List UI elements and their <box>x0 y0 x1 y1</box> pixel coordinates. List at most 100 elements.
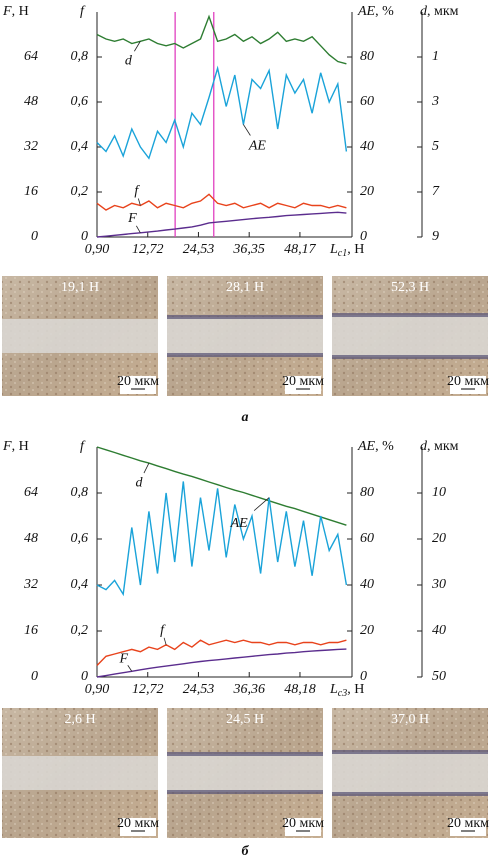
scratch-track <box>2 756 158 790</box>
label-leader <box>134 41 141 52</box>
axis-unit: , мкм <box>427 4 459 19</box>
track-edge <box>167 752 323 756</box>
x-tick-label: 48,18 <box>284 682 316 697</box>
y-tick-label: 0,6 <box>71 94 89 109</box>
scale-label: 20 мкм <box>282 816 324 831</box>
series-line <box>96 193 347 211</box>
scale-box <box>120 376 156 394</box>
scratch-track <box>167 754 323 792</box>
label-leader <box>136 225 141 233</box>
y-tick-label: 40 <box>432 623 446 638</box>
y-tick-label: 5 <box>432 139 439 154</box>
y-tick-label: 9 <box>432 229 439 244</box>
series-label: F <box>118 651 128 666</box>
y-tick-label: 0,4 <box>71 577 89 592</box>
x-tick-label: 36,36 <box>232 682 265 697</box>
series-label: F <box>127 211 137 226</box>
y-tick-label: 0,4 <box>71 139 89 154</box>
y-tick-label: 0,6 <box>71 531 89 546</box>
axis-unit: , Н <box>12 439 29 454</box>
axis-symbol: L <box>329 242 338 257</box>
track-edge <box>332 750 488 754</box>
y-tick-label: 0 <box>360 229 367 244</box>
label-leader <box>137 198 141 206</box>
track-edge <box>167 790 323 794</box>
y-tick-label: 0 <box>360 669 367 684</box>
series-label: AE <box>248 139 267 154</box>
y-tick-label: 20 <box>432 531 446 546</box>
axis-title: d, мкм <box>420 439 459 454</box>
axis-symbol: AE <box>357 4 376 19</box>
series-label: f <box>160 623 166 638</box>
track-edge <box>332 313 488 317</box>
axis-title: f <box>80 4 86 19</box>
track-edge <box>167 315 323 319</box>
y-tick-label: 32 <box>23 139 38 154</box>
y-tick-label: 32 <box>23 577 38 592</box>
y-tick-label: 60 <box>360 94 374 109</box>
y-tick-label: 40 <box>360 139 374 154</box>
axis-unit: , Н <box>347 682 364 697</box>
scratch-track <box>2 319 158 353</box>
panel-label: б <box>242 844 250 859</box>
y-tick-label: 0 <box>81 229 88 244</box>
axis-unit: , мкм <box>427 439 459 454</box>
axis-title: Lc1, Н <box>329 242 364 259</box>
axis-symbol: f <box>80 439 86 454</box>
series-label: f <box>134 184 140 199</box>
axis-title: Lc3, Н <box>329 682 364 699</box>
x-tick-label: 0,90 <box>85 242 110 257</box>
y-tick-label: 16 <box>24 184 38 199</box>
y-tick-label: 40 <box>360 577 374 592</box>
label-leader <box>253 497 270 511</box>
micrograph-caption: 24,5 Н <box>226 712 264 727</box>
scale-box <box>450 376 486 394</box>
y-tick-label: 0,2 <box>71 184 89 199</box>
y-tick-label: 0 <box>31 669 38 684</box>
axis-symbol: f <box>80 4 86 19</box>
x-tick-label: 12,72 <box>132 682 164 697</box>
x-tick-label: 48,17 <box>284 242 317 257</box>
axis-title: d, мкм <box>420 4 459 19</box>
micrograph-caption: 19,1 Н <box>61 280 99 295</box>
micrograph-caption: 37,0 Н <box>391 712 429 727</box>
axis-unit: , Н <box>12 4 29 19</box>
axis-title: F, Н <box>2 439 29 454</box>
y-tick-label: 0,8 <box>71 49 89 64</box>
y-tick-label: 50 <box>432 669 446 684</box>
y-tick-label: 16 <box>24 623 38 638</box>
scale-box <box>285 376 321 394</box>
series-line <box>96 481 348 597</box>
micrograph-caption: 28,1 Н <box>226 280 264 295</box>
y-tick-label: 0 <box>81 669 88 684</box>
track-edge <box>167 353 323 357</box>
axis-title: AE, % <box>357 439 394 454</box>
y-tick-label: 0,2 <box>71 623 89 638</box>
scale-box <box>285 818 321 836</box>
series-line <box>96 446 347 526</box>
y-tick-label: 0 <box>31 229 38 244</box>
micrograph: 19,1 Н 20 мкм <box>2 276 159 396</box>
y-tick-label: 1 <box>432 49 439 64</box>
axis-unit: , % <box>375 4 394 19</box>
scale-label: 20 мкм <box>447 374 489 389</box>
scale-label: 20 мкм <box>282 374 324 389</box>
y-tick-label: 30 <box>431 577 446 592</box>
series-label: AE <box>230 516 249 531</box>
panel-label: а <box>242 410 249 425</box>
series-label: d <box>135 475 143 490</box>
micrograph: 52,3 Н 20 мкм <box>332 276 489 396</box>
track-edge <box>332 792 488 796</box>
y-tick-label: 0,8 <box>71 485 89 500</box>
axis-title: F, Н <box>2 4 29 19</box>
axis-symbol: AE <box>357 439 376 454</box>
axis-title: AE, % <box>357 4 394 19</box>
y-tick-label: 60 <box>360 531 374 546</box>
label-leader <box>243 124 251 136</box>
scratch-track <box>167 317 323 355</box>
series-line <box>96 639 347 666</box>
y-tick-label: 10 <box>432 485 446 500</box>
micrograph: 24,5 Н 20 мкм <box>167 708 324 838</box>
scratch-track <box>332 752 488 794</box>
